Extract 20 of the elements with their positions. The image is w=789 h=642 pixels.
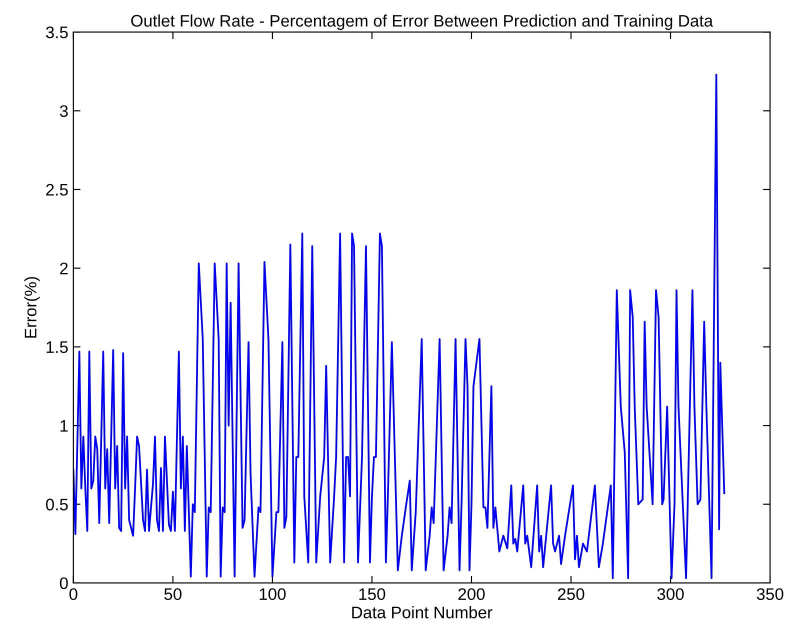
y-tick-label: 3.5: [46, 26, 68, 38]
x-tick-label: 250: [558, 588, 584, 600]
y-axis-title: Error(%): [24, 277, 40, 338]
y-tick-label: 1.5: [46, 341, 68, 354]
y-tick-label: 3: [60, 105, 68, 117]
chart-title: Outlet Flow Rate - Percentagem of Error Between Prediction and Training Data: [131, 14, 714, 30]
y-tick-label: 0: [60, 577, 68, 590]
x-tick-label: 0: [69, 588, 78, 600]
x-tick-label: 100: [260, 588, 286, 600]
line-series: [73, 74, 726, 580]
y-tick-label: 2.5: [46, 184, 68, 196]
x-tick-label: 300: [657, 588, 684, 600]
y-tick-label: 1: [60, 420, 68, 432]
x-tick-label: 50: [164, 588, 182, 600]
x-tick-label: 200: [458, 588, 485, 600]
x-tick-label: 150: [359, 588, 386, 600]
y-tick-label: 2: [60, 262, 68, 274]
x-axis-title: Data Point Number: [352, 606, 492, 618]
y-tick-label: 0.5: [46, 498, 68, 510]
x-tick-label: 350: [756, 588, 784, 600]
